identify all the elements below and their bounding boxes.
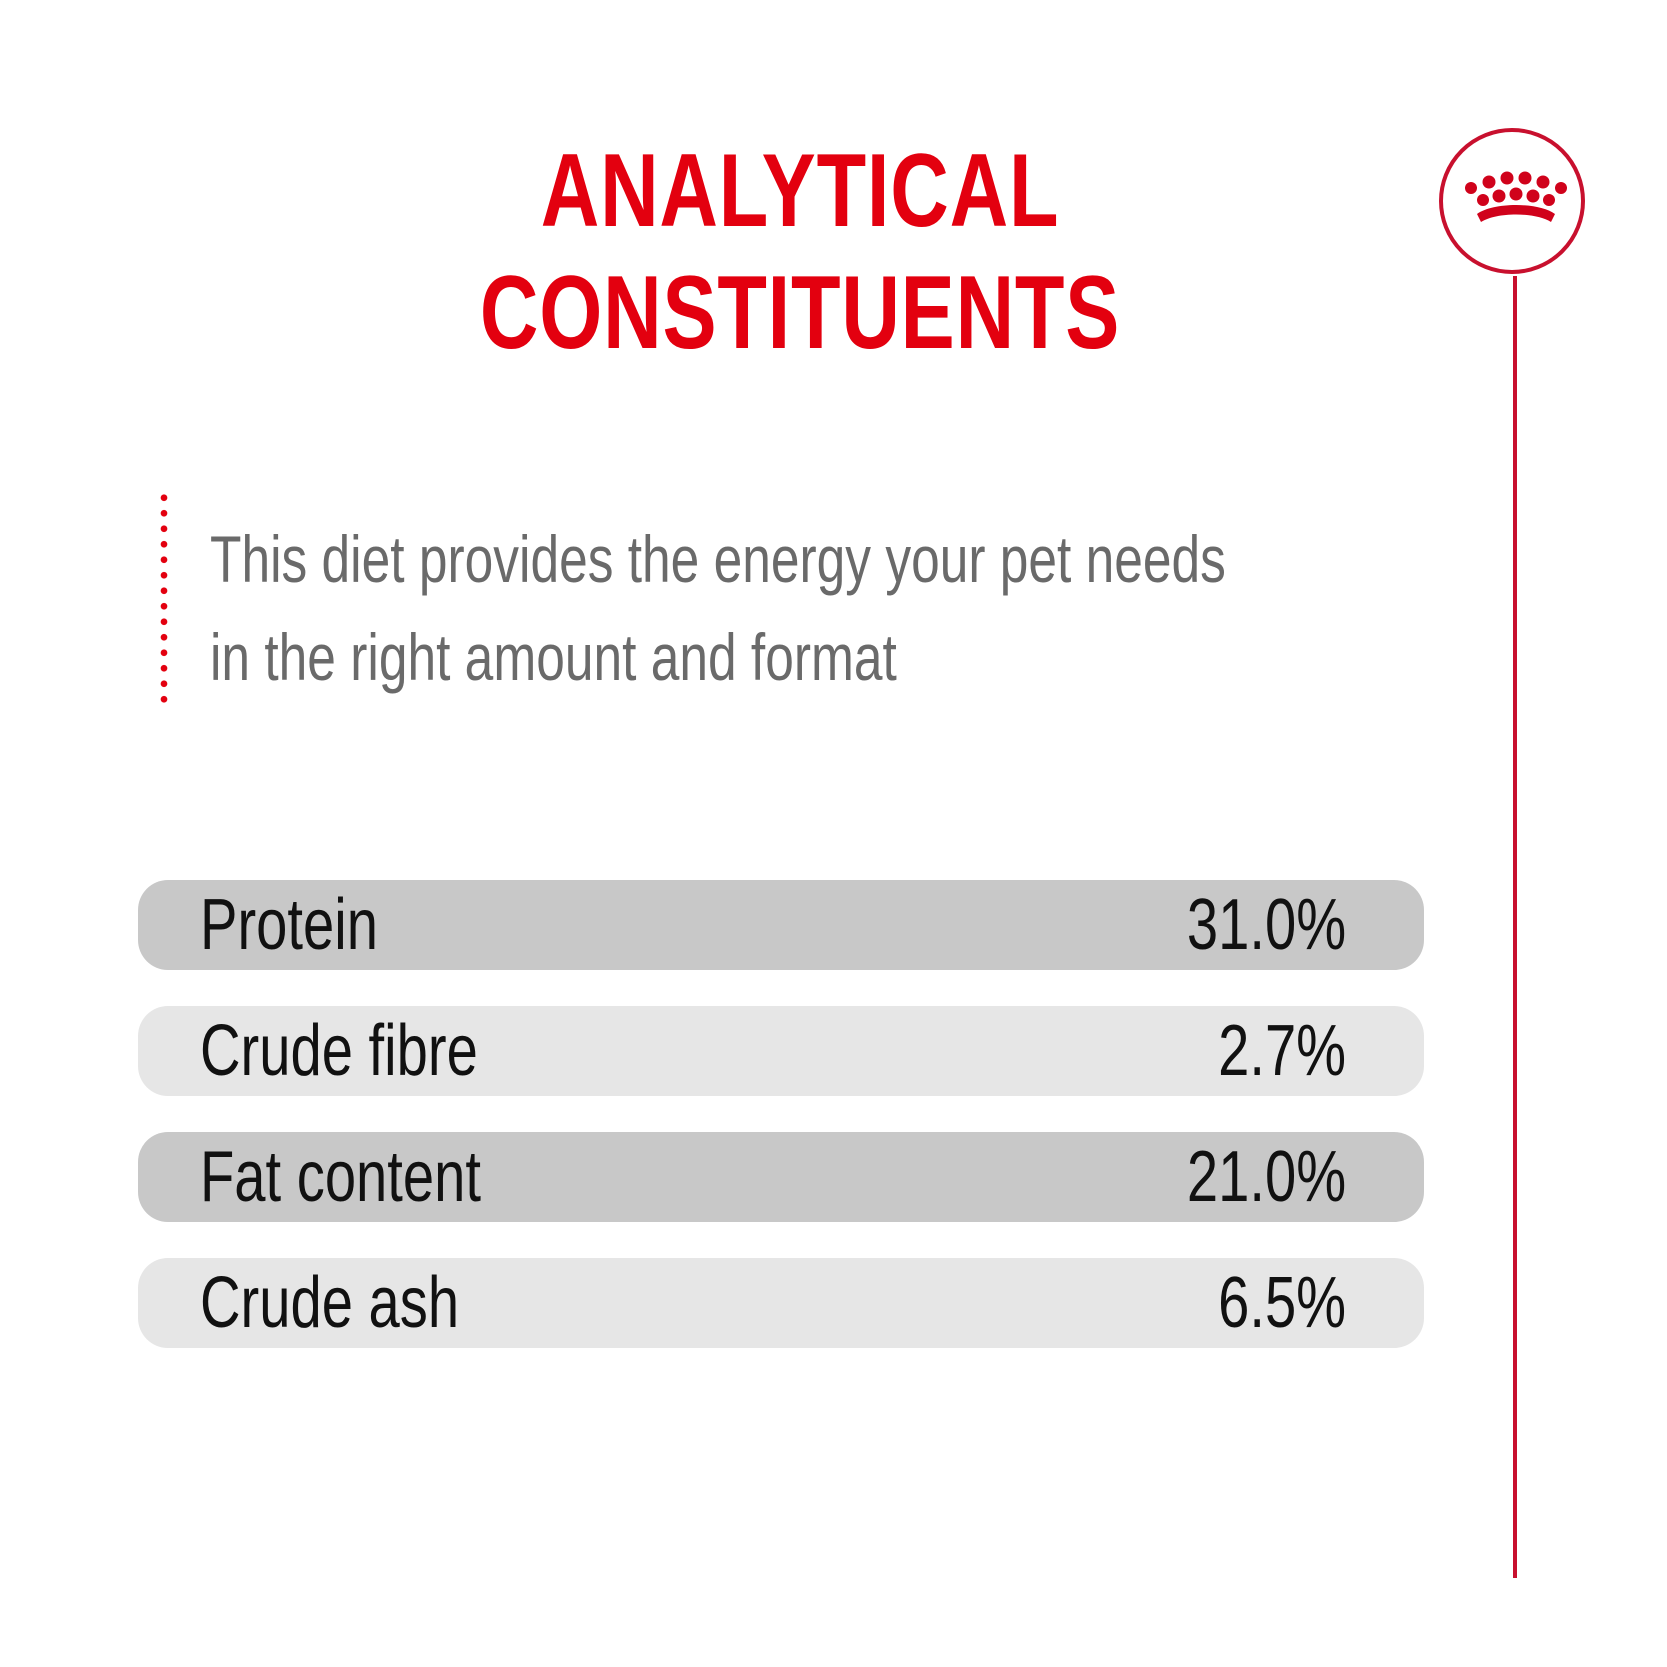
intro-text: This diet provides the energy your pet n… [210, 510, 1226, 706]
title-line-2: CONSTITUENTS [479, 255, 1121, 371]
constituents-table: Protein 31.0% Crude fibre 2.7% Fat conte… [138, 880, 1424, 1384]
table-row: Protein 31.0% [138, 880, 1424, 970]
row-value: 31.0% [1186, 885, 1346, 965]
brand-logo [1439, 128, 1585, 274]
intro-block: This diet provides the energy your pet n… [160, 490, 1360, 710]
row-value: 21.0% [1186, 1137, 1346, 1217]
row-label: Crude fibre [200, 1011, 478, 1091]
row-label: Protein [200, 885, 378, 965]
crown-icon [1465, 171, 1567, 222]
row-label: Crude ash [200, 1263, 460, 1343]
row-value: 6.5% [1217, 1263, 1346, 1343]
table-row: Crude ash 6.5% [138, 1258, 1424, 1348]
table-row: Crude fibre 2.7% [138, 1006, 1424, 1096]
table-row: Fat content 21.0% [138, 1132, 1424, 1222]
dotted-divider [160, 490, 168, 710]
intro-line-1: This diet provides the energy your pet n… [210, 522, 1226, 596]
row-value: 2.7% [1217, 1011, 1346, 1091]
title-line-1: ANALYTICAL [540, 133, 1060, 249]
row-label: Fat content [200, 1137, 481, 1217]
intro-line-2: in the right amount and format [210, 620, 897, 694]
brand-vertical-line [1513, 276, 1517, 1578]
page-title: ANALYTICAL CONSTITUENTS [380, 130, 1220, 374]
